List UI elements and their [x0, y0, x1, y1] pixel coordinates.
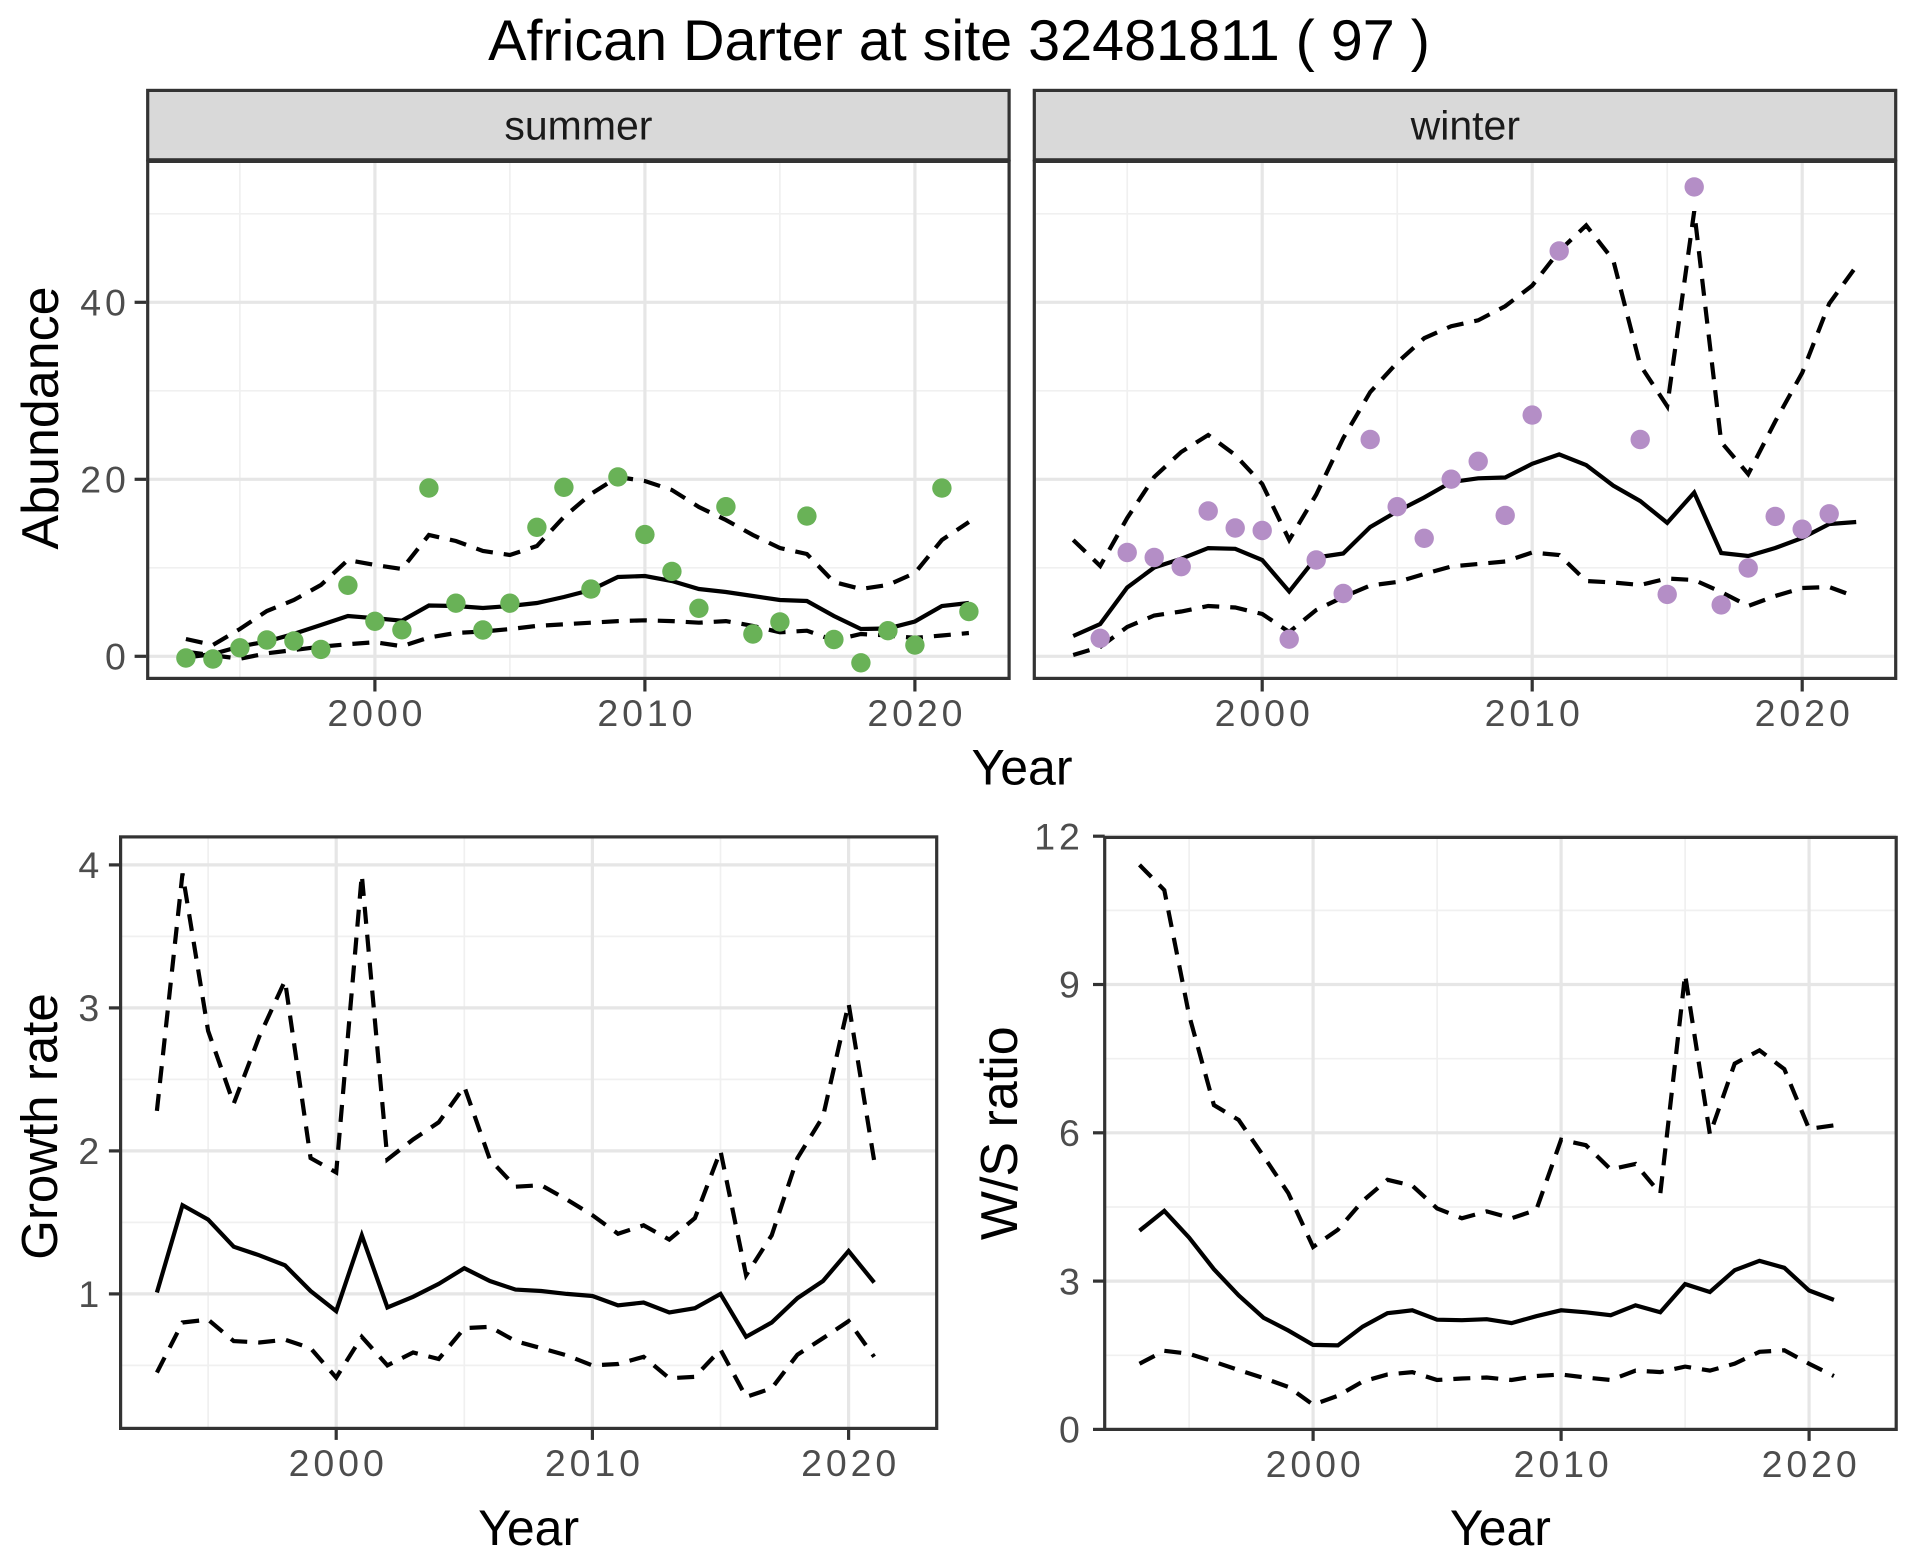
- svg-text:2010: 2010: [545, 1442, 644, 1484]
- svg-text:2020: 2020: [867, 692, 966, 734]
- svg-text:4: 4: [78, 844, 103, 886]
- svg-text:12: 12: [1034, 815, 1084, 857]
- svg-text:3: 3: [1059, 1260, 1084, 1302]
- svg-text:2: 2: [78, 1130, 103, 1172]
- svg-text:0: 0: [1059, 1409, 1084, 1451]
- svg-text:40: 40: [80, 282, 130, 324]
- svg-text:1: 1: [78, 1273, 103, 1315]
- svg-text:winter: winter: [1410, 103, 1520, 149]
- svg-text:2010: 2010: [1514, 1443, 1613, 1485]
- svg-text:9: 9: [1059, 964, 1084, 1006]
- svg-text:2000: 2000: [327, 692, 426, 734]
- svg-text:summer: summer: [504, 103, 652, 149]
- svg-text:African Darter at site 3248181: African Darter at site 32481811 ( 97 ): [488, 9, 1430, 73]
- svg-text:2000: 2000: [1215, 692, 1314, 734]
- svg-text:20: 20: [80, 459, 130, 501]
- svg-text:Abundance: Abundance: [12, 286, 70, 549]
- svg-text:0: 0: [105, 636, 130, 678]
- svg-text:2020: 2020: [1762, 1443, 1861, 1485]
- svg-text:2010: 2010: [1485, 692, 1584, 734]
- svg-text:2020: 2020: [801, 1442, 900, 1484]
- svg-text:2020: 2020: [1755, 692, 1854, 734]
- svg-text:Year: Year: [478, 1500, 579, 1556]
- svg-text:Growth rate: Growth rate: [11, 993, 68, 1259]
- svg-text:2000: 2000: [1266, 1443, 1365, 1485]
- svg-text:Year: Year: [1450, 1500, 1551, 1556]
- svg-text:6: 6: [1059, 1112, 1084, 1154]
- svg-text:W/S ratio: W/S ratio: [971, 1026, 1029, 1240]
- svg-text:Year: Year: [971, 740, 1072, 796]
- svg-text:3: 3: [78, 987, 103, 1029]
- svg-text:2000: 2000: [289, 1442, 388, 1484]
- svg-text:2010: 2010: [597, 692, 696, 734]
